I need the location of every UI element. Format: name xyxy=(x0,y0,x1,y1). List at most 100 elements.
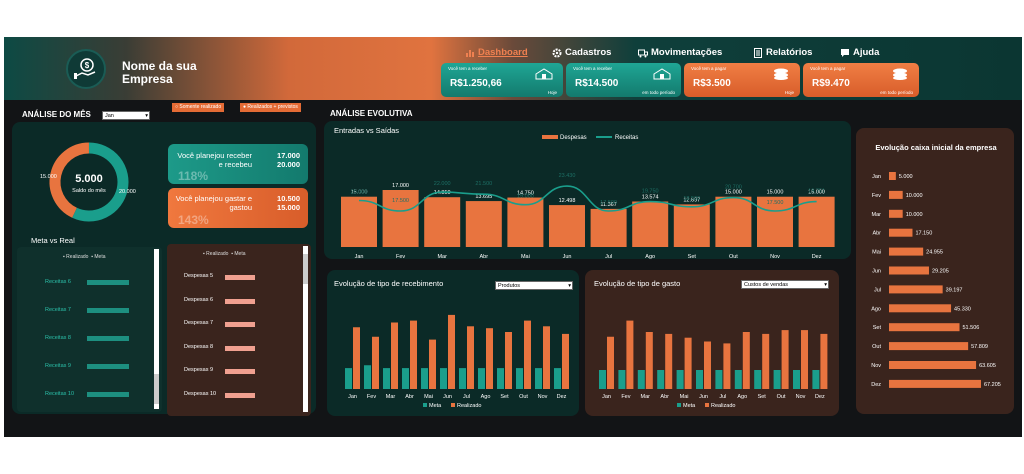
realizado-bar xyxy=(607,336,614,389)
plan-planned: 17.000 xyxy=(277,151,300,160)
x-tick-label: Abr xyxy=(405,394,414,400)
despesas-bar xyxy=(507,197,544,247)
dashboard: $ Nome da sua Empresa Dashboard Cadastros… xyxy=(4,37,1022,437)
caixa-data-label: 39.197 xyxy=(946,287,963,293)
x-tick-label: Mai xyxy=(680,394,689,400)
gasto-select[interactable]: Custos de vendas xyxy=(741,280,829,289)
realizado-bar xyxy=(645,332,653,389)
kpi-sub: Hoje xyxy=(784,90,794,95)
month-select[interactable]: Jan xyxy=(102,111,150,120)
plan-text: Você planejou receber e recebeu xyxy=(177,151,252,169)
kpi-label: Você tem a receber xyxy=(573,66,613,71)
y-tick-label: Set xyxy=(873,325,882,331)
despesas-bar xyxy=(424,197,461,247)
despesas-row-label: Despesas 8 xyxy=(184,343,214,350)
meta-bar xyxy=(715,370,723,389)
despesas-bar xyxy=(382,190,419,247)
meta-bar xyxy=(676,370,684,389)
caixa-bar xyxy=(889,323,960,332)
receitas-data-label: 19.751 xyxy=(808,189,825,195)
kpi-pagar-periodo: Você tem a pagar R$9.470 em todo período xyxy=(803,63,919,97)
nav-relatorios[interactable]: Relatórios xyxy=(753,47,812,58)
despesas-bar xyxy=(590,208,627,247)
nav-dashboard[interactable]: Dashboard xyxy=(465,47,528,58)
entradas-saidas-title: Entradas vs Saídas xyxy=(334,126,400,135)
x-tick-label: Ago xyxy=(645,254,655,259)
receitas-row-label: Receitas 6 xyxy=(45,279,71,285)
x-tick-label: Mar xyxy=(386,394,396,400)
x-tick-label: Abr xyxy=(480,254,489,259)
despesas-bar xyxy=(798,196,835,247)
receitas-line xyxy=(358,185,817,212)
nav-movimentacoes[interactable]: Movimentações xyxy=(638,47,722,58)
toggle-realizados-previstos[interactable]: ● Realizados + previstos xyxy=(240,103,301,112)
house-icon xyxy=(535,68,553,80)
legend-despesas-label: Despesas xyxy=(560,135,587,141)
nav-movimentacoes-label: Movimentações xyxy=(651,47,723,58)
meta-bar xyxy=(618,370,626,389)
coins-icon xyxy=(893,68,907,80)
toggle2-label: Realizados + previstos xyxy=(247,104,298,110)
legend-realizado-label: Realizado xyxy=(457,403,481,409)
x-tick-label: Set xyxy=(500,394,509,400)
y-tick-label: Dez xyxy=(871,382,881,388)
toggle-somente-realizado[interactable]: ○ Somente realizado xyxy=(172,103,225,112)
x-tick-label: Jul xyxy=(605,254,612,259)
recebimento-title: Evolução de tipo de recebimento xyxy=(334,279,444,288)
toggle1-label: Somente realizado xyxy=(179,104,222,110)
y-tick-label: Jul xyxy=(874,287,881,293)
meta-bar xyxy=(637,370,645,389)
despesas-bar xyxy=(341,196,377,247)
meta-bar xyxy=(478,368,485,389)
despesas-data-label: 13.695 xyxy=(475,194,492,200)
caixa-data-label: 10.000 xyxy=(906,193,923,199)
realizado-bar xyxy=(684,337,692,389)
receitas-scrollbar[interactable] xyxy=(154,249,159,409)
header: $ Nome da sua Empresa Dashboard Cadastros… xyxy=(4,37,1022,100)
despesas-meta-bar xyxy=(225,322,255,327)
caixa-bar xyxy=(889,228,913,237)
nav-relatorios-label: Relatórios xyxy=(766,47,813,58)
realizado-bar xyxy=(524,320,531,389)
analise-mes-title: ANÁLISE DO MÊS xyxy=(22,110,91,119)
caixa-data-label: 5.000 xyxy=(899,174,913,180)
despesas-data-label: 15.000 xyxy=(351,190,368,196)
legend-receitas-label: Receitas xyxy=(615,135,638,141)
donut-center-label: Saldo do mês xyxy=(72,188,106,194)
receitas-data-label: 21.500 xyxy=(475,181,492,187)
recebimento-select[interactable]: Produtos xyxy=(495,281,573,290)
receitas-meta-bar xyxy=(87,364,129,369)
despesas-scrollbar[interactable] xyxy=(303,246,308,412)
caixa-data-label: 17.150 xyxy=(915,231,932,237)
kpi-value: R$1.250,66 xyxy=(450,78,502,89)
realizado-bar xyxy=(372,336,379,389)
realizado-bar xyxy=(486,328,493,389)
caixa-data-label: 57.809 xyxy=(971,344,988,350)
legend-realizado: Realizado xyxy=(206,251,229,257)
x-tick-label: Jan xyxy=(602,394,611,400)
x-tick-label: Fev xyxy=(396,254,405,259)
realizado-bar xyxy=(448,314,455,389)
legend-meta-label: Meta xyxy=(683,403,696,409)
y-tick-label: Mai xyxy=(872,250,881,256)
meta-bar xyxy=(696,370,703,389)
caixa-bar xyxy=(889,361,977,369)
nav-cadastros[interactable]: Cadastros xyxy=(552,47,611,58)
legend-realizado-swatch xyxy=(705,403,709,407)
plan-planned: 10.500 xyxy=(277,194,300,203)
despesas-meta-bar xyxy=(225,392,255,398)
kpi-value: R$14.500 xyxy=(575,78,619,89)
despesas-meta-bar xyxy=(225,298,255,304)
plan-gastar-card: Você planejou gastar e gastou 10.500 15.0… xyxy=(168,188,308,228)
entradas-saidas-chart: Despesas Receitas 15.000 Jan 20.000 17.000 Fev… xyxy=(341,135,835,259)
caixa-data-label: 29.205 xyxy=(932,269,949,275)
nav-ajuda[interactable]: Ajuda xyxy=(840,47,879,58)
despesas-data-label: 15.000 xyxy=(767,190,784,196)
receitas-meta-bar xyxy=(87,280,129,285)
receitas-data-label: 18.500 xyxy=(683,196,700,202)
caixa-data-label: 67.205 xyxy=(984,382,1001,388)
realizado-bar xyxy=(665,333,673,389)
receitas-data-label: 17.500 xyxy=(392,198,409,204)
caixa-title: Evolução caixa inicial da empresa xyxy=(875,143,997,152)
receitas-legend: ▪ Realizado ▪ Meta xyxy=(63,254,106,260)
